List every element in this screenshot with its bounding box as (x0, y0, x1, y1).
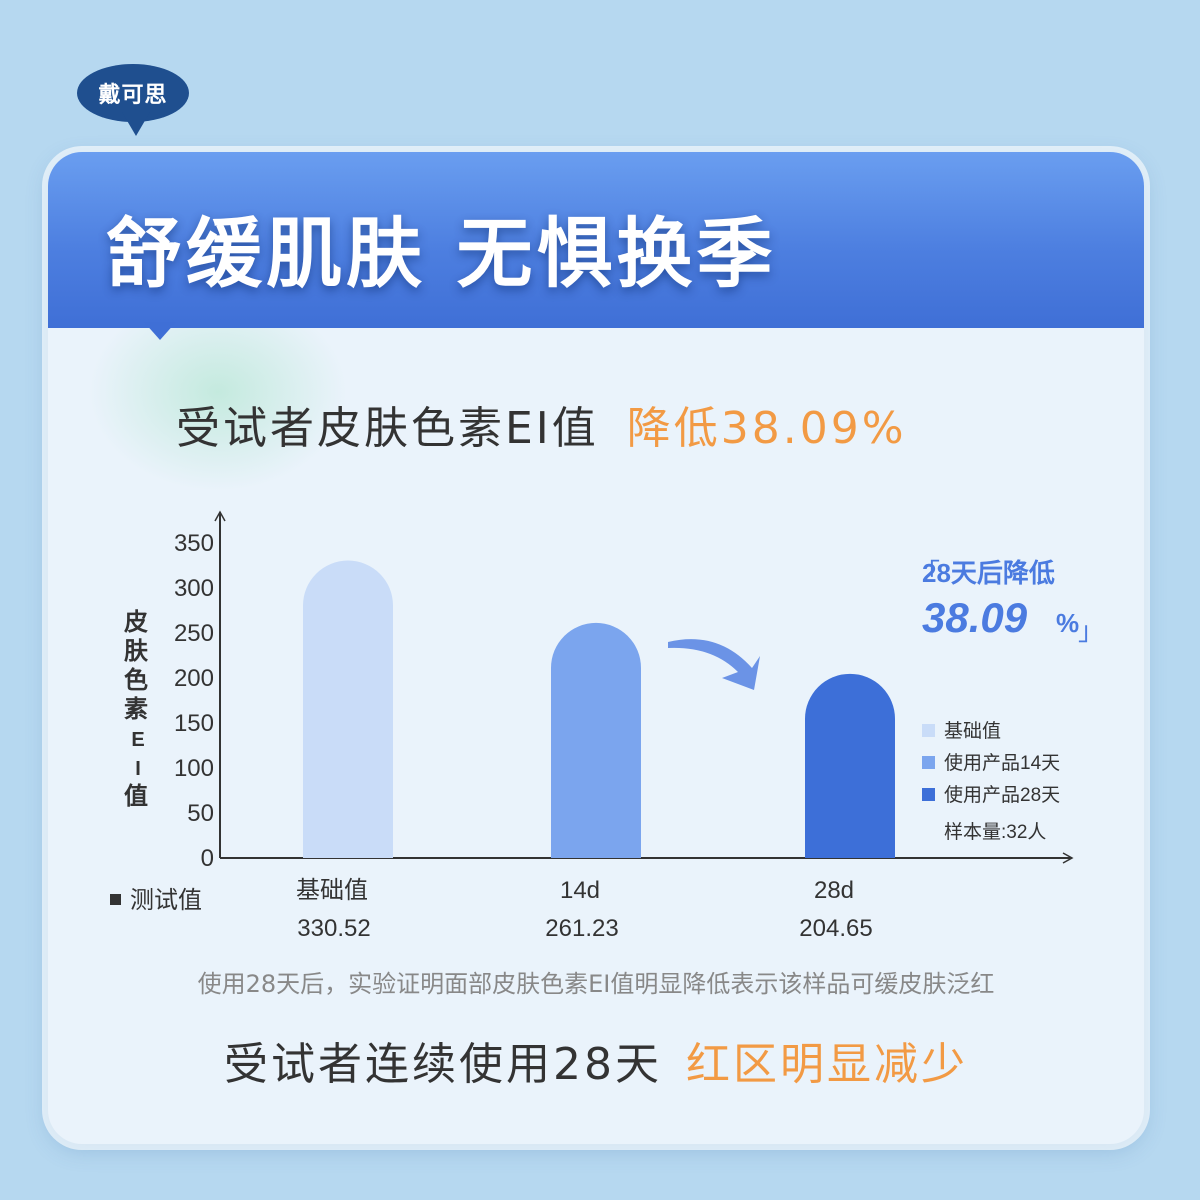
row-label: 测试值 (130, 887, 202, 914)
y-tick-label: 0 (201, 845, 214, 872)
y-axis-label-char: E (131, 729, 144, 751)
x-axis-arrow (1062, 852, 1074, 864)
legend-label: 基础值 (944, 720, 1001, 742)
footnote: 使用28天后，实验证明面部皮肤色素EI值明显降低表示该样品可缓皮肤泛红 (197, 970, 995, 998)
y-axis-label-char: 皮 (124, 609, 148, 636)
x-category-label: 14d (560, 877, 600, 904)
y-tick-label: 250 (174, 620, 214, 647)
row-label-marker (110, 894, 121, 905)
bar-14d (551, 622, 641, 858)
y-axis-label-char: 值 (124, 782, 148, 810)
x-category-label: 28d (814, 877, 854, 904)
header-banner: 舒缓肌肤 无惧换季 (48, 152, 1144, 328)
y-tick-label: 100 (174, 755, 214, 782)
y-axis-label-char: 素 (124, 696, 148, 723)
y-tick-label: 150 (174, 710, 214, 737)
callout-value: 38.09 (922, 594, 1028, 641)
legend-label: 使用产品28天 (944, 784, 1060, 806)
headline: 受试者皮肤色素EI值 降低38.09% (176, 392, 907, 456)
bottom-highlight: 红区明显减少 (686, 1039, 968, 1090)
bar-chart: 050100150200250300350皮肤色素EI值基础值330.5214d… (110, 510, 1104, 942)
callout-bracket-close: 」 (1078, 616, 1104, 646)
header-pointer (144, 322, 176, 340)
y-axis-label-char: I (135, 758, 141, 780)
callout-bracket-open: 「 (914, 558, 940, 588)
bar-28d (805, 673, 895, 858)
callout-line1: 28天后降低 (922, 558, 1055, 588)
legend-swatch (922, 788, 935, 801)
bar-value-label: 204.65 (799, 915, 872, 942)
legend-swatch (922, 724, 935, 737)
y-tick-label: 350 (174, 530, 214, 557)
brand-name: 戴可思 (98, 83, 168, 108)
headline-highlight: 降低38.09% (626, 403, 907, 454)
legend-sample-size: 样本量:32人 (944, 821, 1046, 843)
y-tick-label: 200 (174, 665, 214, 692)
y-tick-label: 300 (174, 575, 214, 602)
bar-value-label: 330.52 (297, 915, 370, 942)
y-axis-label-char: 肤 (124, 638, 149, 665)
y-tick-label: 50 (187, 800, 214, 827)
trend-arrow (668, 639, 760, 690)
content-card: 舒缓肌肤 无惧换季 受试者皮肤色素EI值 降低38.09% 0 50 100 150 20… (48, 152, 1144, 1144)
bar-value-label: 261.23 (545, 915, 618, 942)
bottom-headline: 受试者连续使用28天 红区明显减少 (48, 1028, 1144, 1092)
y-axis-arrow (214, 510, 226, 522)
legend-swatch (922, 756, 935, 769)
y-axis-label-char: 色 (124, 666, 148, 694)
bottom-text: 受试者连续使用28天 (224, 1039, 662, 1090)
page-title: 舒缓肌肤 无惧换季 (106, 209, 777, 298)
headline-text: 受试者皮肤色素EI值 (176, 403, 599, 454)
bar-基础值 (303, 560, 393, 858)
brand-logo-tail (122, 112, 150, 136)
legend-label: 使用产品14天 (944, 752, 1060, 774)
x-category-label: 基础值 (296, 877, 368, 904)
callout-unit: % (1056, 608, 1079, 638)
